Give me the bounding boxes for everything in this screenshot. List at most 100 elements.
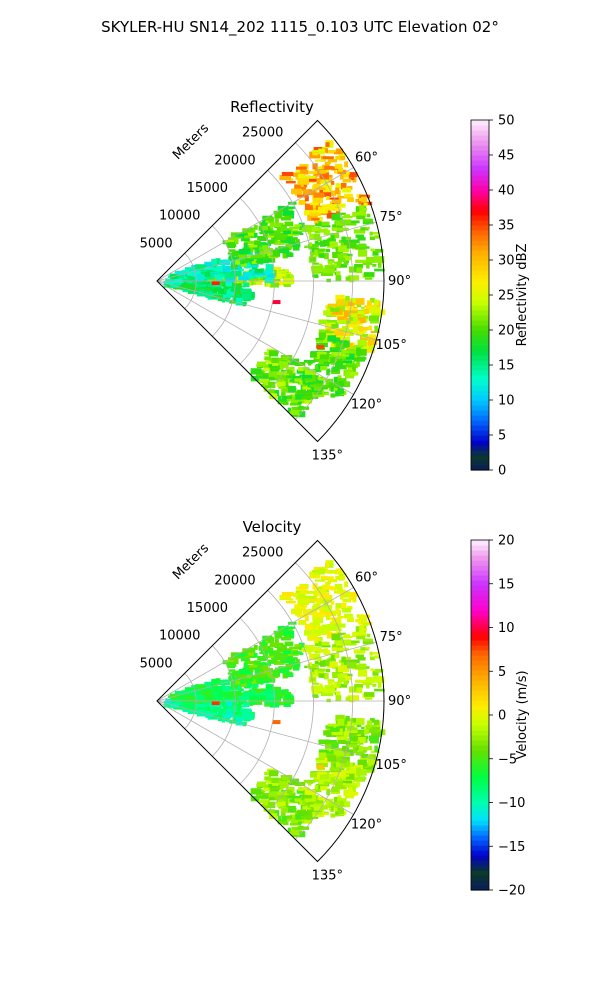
colorbar-segment (471, 355, 489, 361)
echo-cell (263, 784, 269, 789)
echo-cell (318, 148, 326, 155)
echo-cell (270, 669, 281, 677)
azimuth-spoke (156, 280, 354, 395)
echo-cell (276, 270, 287, 275)
echo-cell (323, 268, 335, 274)
echo-cell (290, 399, 302, 405)
echo-cell (234, 670, 242, 674)
echo-cell (336, 808, 344, 815)
echo-cell (336, 148, 343, 155)
echo-cell (340, 769, 348, 777)
echo-cell (307, 170, 318, 174)
echo-cell (324, 162, 330, 169)
echo-cell (225, 281, 232, 287)
echo-cell (174, 277, 184, 284)
radial-tick-label: 20000 (214, 573, 255, 588)
echo-cell (188, 276, 199, 282)
echo-cell (281, 171, 294, 176)
echo-cell (315, 340, 324, 343)
echo-cell (331, 213, 341, 221)
colorbar-segment (471, 645, 489, 651)
echo-cell (205, 709, 218, 714)
echo-cell (363, 246, 370, 249)
echo-cell (218, 691, 231, 694)
echo-cell (358, 631, 367, 637)
echo-cell (324, 252, 329, 260)
echo-cell (253, 225, 258, 230)
velocity-title: Velocity (243, 518, 302, 536)
echo-cell (246, 281, 253, 286)
colorbar-segment (471, 415, 489, 421)
echo-cell (307, 650, 312, 655)
echo-cell (204, 681, 213, 688)
echo-cell (345, 737, 354, 745)
echo-cell (331, 197, 342, 204)
echo-cell (272, 783, 279, 786)
echo-cell (223, 687, 230, 693)
colorbar-segment (471, 655, 489, 661)
echo-cell (263, 367, 271, 371)
echo-cell (302, 383, 311, 390)
echo-cell (318, 641, 322, 647)
echo-cell (337, 589, 347, 595)
echo-cell (204, 291, 213, 297)
echo-cell (327, 617, 339, 620)
echo-cell (337, 316, 347, 322)
echo-cell (246, 660, 257, 665)
echo-cell (304, 623, 313, 631)
echo-cell (374, 745, 378, 753)
echo-cell (371, 726, 381, 730)
echo-cell (312, 685, 324, 692)
echo-cell (249, 678, 254, 682)
colorbar-segment (471, 635, 489, 641)
echo-cell (267, 703, 271, 707)
echo-cell (342, 598, 352, 603)
echo-cell (310, 677, 316, 682)
echo-cell (347, 312, 359, 315)
echo-cell (256, 256, 263, 261)
echo-cell (322, 584, 326, 590)
echo-cell (374, 268, 385, 272)
echo-cell (296, 789, 308, 794)
echo-cell (346, 171, 350, 175)
echo-cell (340, 602, 347, 610)
colorbar-segment (471, 825, 489, 831)
echo-cell (322, 164, 326, 170)
echo-cell (313, 146, 322, 153)
echo-cell (268, 374, 279, 381)
echo-cell (284, 221, 294, 227)
echo-cell (345, 791, 355, 795)
echo-cell (331, 366, 339, 372)
echo-cell (321, 804, 334, 808)
echo-cell (276, 226, 283, 233)
echo-cell (327, 261, 333, 265)
echo-cell (250, 674, 263, 679)
echo-cell (195, 264, 207, 269)
echo-cell (318, 206, 328, 214)
echo-cell (301, 815, 313, 820)
colorbar-segment (471, 810, 489, 816)
echo-cell (338, 813, 345, 817)
colorbar-segment (471, 255, 489, 261)
echo-cell (336, 388, 344, 395)
echo-cell (329, 767, 340, 772)
echo-cell (313, 603, 321, 610)
echo-cell (238, 280, 246, 285)
echo-cell (240, 260, 245, 265)
echo-cell (254, 694, 264, 698)
echo-cell (264, 381, 276, 389)
echo-cell (339, 683, 347, 688)
echo-cell (238, 695, 250, 701)
echo-cell (286, 366, 292, 371)
echo-cell (363, 207, 367, 211)
echo-cell (331, 322, 339, 330)
echo-cell (262, 230, 269, 237)
echo-cell (332, 393, 340, 397)
colorbar-segment (471, 340, 489, 346)
echo-cell (313, 789, 322, 793)
echo-cell (309, 653, 316, 660)
echo-cell (358, 197, 364, 205)
echo-cell (363, 272, 375, 277)
echo-cell (251, 679, 257, 684)
echo-cell (282, 671, 288, 679)
